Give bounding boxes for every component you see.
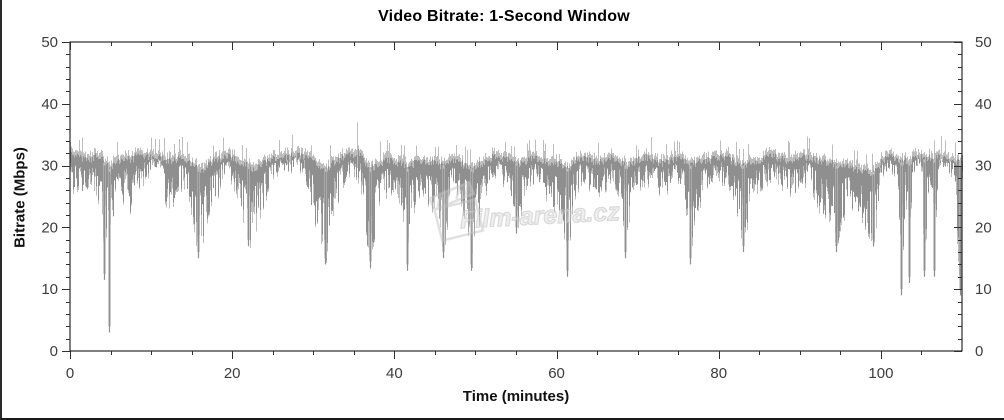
x-axis-title: Time (minutes) [462, 388, 570, 405]
y-tick-label-right: 10 [975, 281, 992, 298]
y-tick-label-left: 10 [41, 281, 58, 298]
y-tick-label-right: 40 [975, 96, 992, 113]
y-tick-label-left: 30 [41, 158, 58, 175]
y-tick-label-left: 40 [41, 96, 58, 113]
y-tick-label-right: 20 [975, 219, 992, 236]
y-tick-label-right: 50 [975, 34, 992, 51]
x-tick-label: 100 [868, 365, 893, 382]
x-tick-label: 40 [386, 365, 403, 382]
y-tick-label-left: 50 [41, 34, 58, 51]
y-tick-label-left: 0 [50, 343, 58, 360]
x-tick-label: 0 [66, 365, 74, 382]
x-tick-label: 20 [224, 365, 241, 382]
y-tick-label-right: 30 [975, 158, 992, 175]
x-tick-label: 60 [548, 365, 565, 382]
y-tick-label-right: 0 [975, 343, 983, 360]
chart-title: Video Bitrate: 1-Second Window [378, 8, 630, 25]
x-tick-label: 80 [710, 365, 727, 382]
y-tick-label-left: 20 [41, 219, 58, 236]
